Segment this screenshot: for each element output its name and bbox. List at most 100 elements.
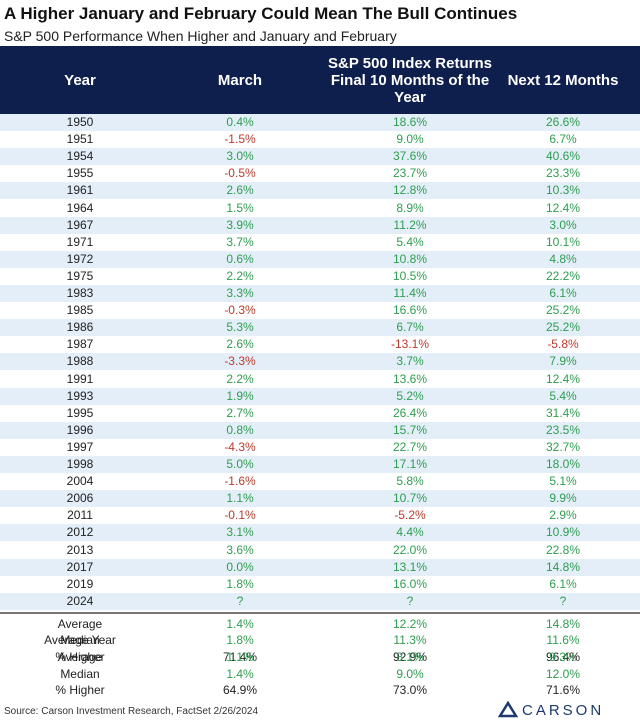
value: 11.4%: [393, 286, 427, 300]
value: 25.2%: [545, 303, 581, 318]
value: 92.9%: [392, 649, 428, 664]
value: 0.6%: [226, 251, 254, 266]
row-band: [0, 216, 640, 234]
year: 1983: [66, 286, 94, 300]
value: 10.7%: [392, 491, 428, 506]
row-label: % Higher: [55, 649, 105, 664]
value: 2.9%: [549, 508, 577, 523]
value: 9.0%: [396, 666, 424, 681]
row-band: [0, 148, 640, 166]
row-band: [0, 250, 640, 268]
value: 13.6%: [392, 371, 428, 386]
year: 2004: [66, 474, 94, 489]
value: 10.8%: [392, 251, 428, 266]
column-header: March: [217, 71, 263, 89]
value: 5.2%: [396, 388, 424, 403]
value: -5.8%: [547, 337, 579, 352]
value: 7.9%: [549, 354, 577, 369]
value: 5.0%: [226, 457, 254, 471]
value: 32.7%: [545, 439, 581, 454]
value: 40.6%: [545, 149, 581, 164]
year: 1986: [66, 320, 94, 335]
section-title: Average Year: [44, 633, 116, 647]
value: 37.6%: [392, 149, 428, 164]
row-label: Median: [60, 633, 100, 648]
value: 15.7%: [392, 422, 428, 437]
year: 1954: [66, 149, 94, 164]
value: 3.9%: [226, 217, 254, 232]
value: 11.2%: [393, 217, 427, 232]
year: 1972: [66, 251, 94, 266]
year: 1967: [66, 217, 94, 232]
year: 1951: [66, 132, 94, 147]
value: 5.3%: [226, 320, 254, 335]
year: 1971: [66, 234, 94, 249]
value: 10.5%: [392, 268, 428, 283]
year: 1987: [66, 337, 94, 352]
value: 1.5%: [226, 200, 254, 215]
value: 23.3%: [545, 166, 581, 181]
value: ?: [236, 593, 244, 608]
value: 14.8%: [545, 616, 581, 631]
value: 12.8%: [392, 183, 428, 198]
value: 71.6%: [545, 683, 581, 697]
column-header: Year: [64, 71, 96, 89]
value: -5.2%: [394, 508, 426, 523]
value: 18.6%: [392, 115, 428, 129]
year: 1993: [66, 388, 94, 403]
year: 1988: [66, 354, 94, 369]
row-band: [0, 524, 640, 542]
value: 64.9%: [222, 683, 258, 697]
header-band: [0, 46, 640, 114]
year: 2024: [66, 593, 94, 608]
value: 16.0%: [392, 576, 428, 591]
row-label: % Higher: [55, 683, 105, 697]
value: 10.9%: [545, 525, 581, 540]
value: 5.4%: [549, 388, 577, 403]
source: Source: Carson Investment Research, Fact…: [4, 706, 259, 717]
value: 2.7%: [226, 405, 254, 420]
row-band: [0, 421, 640, 439]
value: 2.2%: [226, 268, 254, 283]
value: -0.1%: [224, 508, 256, 523]
year: 1998: [66, 457, 94, 471]
value: 26.6%: [545, 115, 581, 129]
value: 3.0%: [226, 149, 254, 164]
value: 1.4%: [226, 666, 254, 681]
value: 9.0%: [396, 132, 424, 147]
value: 1.1%: [226, 650, 254, 664]
row-band: [0, 353, 640, 371]
value: 9.9%: [549, 491, 577, 506]
value: 0.8%: [226, 422, 254, 437]
value: ?: [406, 593, 414, 608]
year: 2012: [66, 525, 94, 540]
subtitle: S&P 500 Performance When Higher and Janu…: [4, 28, 397, 44]
value: 1.4%: [226, 616, 254, 631]
value: 22.7%: [392, 439, 428, 454]
value: 9.3%: [549, 650, 577, 664]
value: 13.1%: [392, 559, 428, 574]
row-label: Average: [57, 650, 103, 664]
value: 2.6%: [226, 337, 254, 352]
row-label: Average: [57, 616, 103, 631]
value: 0.0%: [226, 559, 254, 574]
value: 6.7%: [396, 320, 424, 335]
value: 22.2%: [545, 268, 581, 283]
value: 17.1%: [392, 457, 428, 471]
year: 1995: [66, 405, 94, 420]
year: 2006: [66, 491, 94, 506]
row-band: [0, 114, 640, 132]
title: A Higher January and February Could Mean…: [4, 4, 518, 23]
value: 11.6%: [546, 633, 580, 648]
value: 23.7%: [392, 166, 428, 181]
year: 1991: [66, 371, 94, 386]
year: 1996: [66, 422, 94, 437]
row-band: [0, 387, 640, 405]
value: -0.3%: [224, 303, 256, 318]
column-header: Next 12 Months: [507, 71, 619, 89]
year: 2013: [66, 542, 94, 557]
value: 73.0%: [392, 683, 428, 697]
value: 10.1%: [545, 234, 581, 249]
year: 1985: [66, 303, 94, 318]
